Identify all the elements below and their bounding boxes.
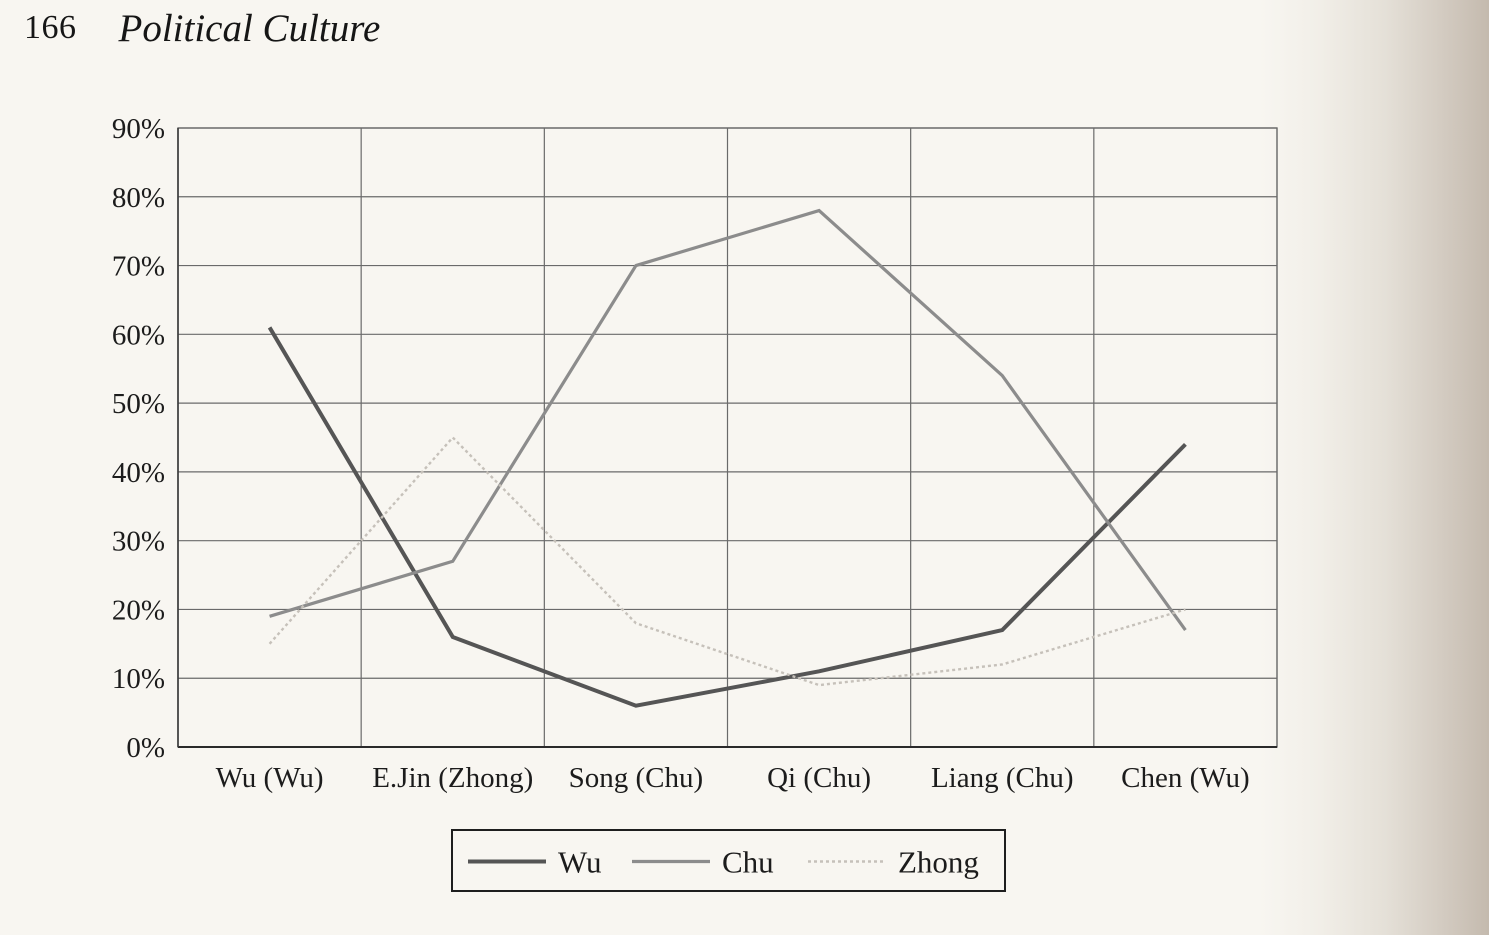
x-tick-label: E.Jin (Zhong) — [372, 762, 533, 794]
series-line-zhong — [268, 435, 1186, 687]
y-tick-label: 60% — [112, 319, 165, 351]
y-tick-label: 40% — [112, 457, 165, 489]
y-tick-label: 70% — [112, 251, 165, 283]
legend-label-chu: Chu — [722, 845, 774, 880]
y-tick-label: 50% — [112, 388, 165, 420]
y-tick-label: 20% — [112, 594, 165, 626]
running-title: Political Culture — [118, 6, 381, 50]
series-line-chu — [269, 208, 1187, 632]
x-tick-label: Liang (Chu) — [931, 762, 1074, 794]
x-tick-label: Song (Chu) — [569, 762, 704, 794]
legend-label-wu: Wu — [558, 845, 602, 880]
y-tick-label: 80% — [112, 182, 165, 214]
y-tick-label: 0% — [126, 732, 165, 764]
running-head: 166 Political Culture — [24, 4, 380, 52]
x-tick-label: Chen (Wu) — [1121, 762, 1250, 794]
series-line-wu — [267, 326, 1187, 708]
x-tick-label: Wu (Wu) — [216, 762, 324, 794]
legend-label-zhong: Zhong — [898, 845, 979, 880]
x-tick-label: Qi (Chu) — [767, 762, 871, 794]
y-tick-label: 30% — [112, 526, 165, 558]
y-tick-label: 10% — [112, 663, 165, 695]
page-number: 166 — [24, 9, 77, 46]
y-tick-label: 90% — [112, 113, 165, 145]
